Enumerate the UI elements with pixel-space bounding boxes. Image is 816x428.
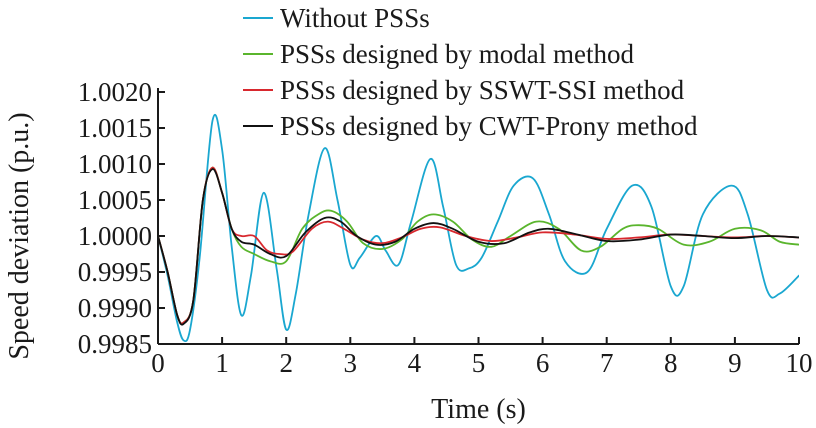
x-tick-label: 10 [786, 348, 813, 378]
series-line-cwt-prony [158, 168, 799, 326]
y-tick-label: 1.0005 [78, 185, 152, 215]
x-tick-label: 5 [472, 348, 486, 378]
x-tick-label: 6 [536, 348, 550, 378]
y-tick-label: 0.9995 [78, 257, 152, 287]
legend-item-cwt-prony: PSSs designed by CWT-Prony method [243, 111, 698, 141]
y-axis-title: Speed deviation (p.u.) [4, 112, 35, 359]
x-tick-label: 7 [600, 348, 614, 378]
ticks-layer: 0 1 2 3 4 5 6 7 8 9 10 0.9985 0.9990 0.9995 1.0000 1.00… [78, 77, 813, 378]
series-layer [158, 113, 799, 343]
x-tick-label: 2 [279, 348, 293, 378]
x-tick-label: 1 [215, 348, 229, 378]
x-tick-label: 4 [408, 348, 422, 378]
legend-item-modal: PSSs designed by modal method [243, 39, 635, 69]
y-tick-label: 0.9990 [78, 293, 152, 323]
legend-item-without-pss: Without PSSs [243, 3, 430, 33]
y-tick-label: 0.9985 [78, 329, 152, 359]
x-tick-label: 9 [728, 348, 742, 378]
y-tick-label: 1.0000 [78, 221, 152, 251]
x-tick-label: 0 [151, 348, 165, 378]
y-tick-label: 1.0020 [78, 77, 152, 107]
series-line-without-pss [158, 113, 799, 343]
legend-item-sswt-ssi: PSSs designed by SSWT-SSI method [243, 75, 685, 105]
legend-label: Without PSSs [280, 3, 430, 33]
y-tick-label: 1.0015 [78, 113, 152, 143]
legend-label: PSSs designed by CWT-Prony method [280, 111, 698, 141]
x-tick-label: 8 [664, 348, 678, 378]
legend-label: PSSs designed by modal method [280, 39, 635, 69]
legend-label: PSSs designed by SSWT-SSI method [280, 75, 685, 105]
y-tick-label: 1.0010 [78, 149, 152, 179]
x-tick-label: 3 [344, 348, 358, 378]
x-axis-title: Time (s) [431, 394, 526, 425]
legend: Without PSSs PSSs designed by modal metho… [243, 3, 698, 141]
